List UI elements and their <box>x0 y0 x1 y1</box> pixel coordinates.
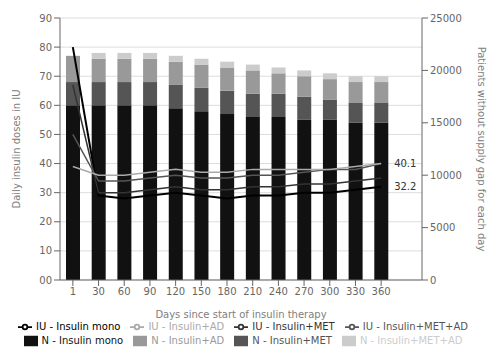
svg-text:0: 0 <box>430 275 436 286</box>
svg-text:20000: 20000 <box>430 65 462 76</box>
svg-text:30: 30 <box>39 187 52 198</box>
svg-text:10000: 10000 <box>430 170 462 181</box>
html-text:N - Insulin+MET+AD: N - Insulin+MET+AD <box>359 335 463 346</box>
svg-text:Days since start of insulin th: Days since start of insulin therapy <box>155 309 326 320</box>
html-text:IU - Insulin+MET+AD: IU - Insulin+MET+AD <box>362 321 468 332</box>
svg-text:1: 1 <box>70 286 76 297</box>
svg-text:70: 70 <box>39 71 52 82</box>
svg-text:Daily insulin doses in IU: Daily insulin doses in IU <box>11 90 22 209</box>
svg-text:00: 00 <box>39 275 52 286</box>
svg-text:15000: 15000 <box>430 117 462 128</box>
svg-text:Patients without supply gap fo: Patients without supply gap for each day <box>476 47 487 252</box>
svg-text:10: 10 <box>39 245 52 256</box>
html-text:IU - Insulin mono: IU - Insulin mono <box>36 321 121 332</box>
svg-text:90: 90 <box>144 286 157 297</box>
html-text:IU - Insulin+AD: IU - Insulin+AD <box>148 321 225 332</box>
html-text:N - Insulin+MET: N - Insulin+MET <box>252 335 332 346</box>
svg-text:180: 180 <box>217 286 236 297</box>
svg-text:330: 330 <box>346 286 365 297</box>
svg-text:25000: 25000 <box>430 13 462 24</box>
svg-text:60: 60 <box>118 286 131 297</box>
svg-text:90: 90 <box>39 13 52 24</box>
html-text:N - Insulin+AD: N - Insulin+AD <box>151 335 225 346</box>
svg-text:80: 80 <box>39 42 52 53</box>
svg-text:30: 30 <box>92 286 105 297</box>
svg-text:210: 210 <box>243 286 262 297</box>
svg-text:270: 270 <box>295 286 314 297</box>
svg-text:120: 120 <box>166 286 185 297</box>
svg-text:20: 20 <box>39 216 52 227</box>
svg-text:5000: 5000 <box>430 222 455 233</box>
svg-text:40: 40 <box>39 158 52 169</box>
svg-text:60: 60 <box>39 100 52 111</box>
html-text:IU - Insulin+MET: IU - Insulin+MET <box>252 321 335 332</box>
svg-text:300: 300 <box>320 286 339 297</box>
svg-text:40.1: 40.1 <box>394 158 416 169</box>
svg-text:50: 50 <box>39 129 52 140</box>
svg-text:150: 150 <box>192 286 211 297</box>
html-text:N - Insulin mono: N - Insulin mono <box>41 335 124 346</box>
svg-text:240: 240 <box>269 286 288 297</box>
svg-text:32.2: 32.2 <box>394 181 416 192</box>
svg-text:360: 360 <box>372 286 391 297</box>
